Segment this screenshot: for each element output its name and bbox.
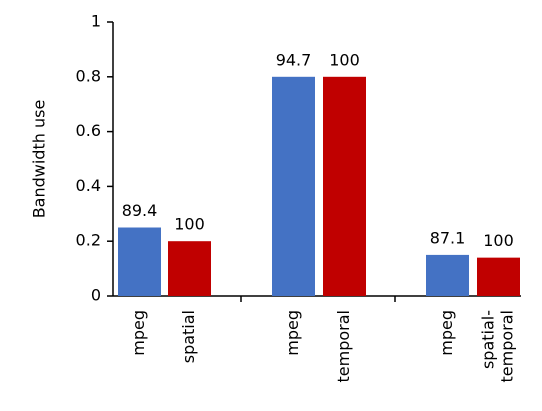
y-tick-label: 1 bbox=[91, 12, 101, 31]
y-tick-label: 0.6 bbox=[76, 121, 101, 140]
bar bbox=[323, 76, 366, 296]
y-tick-label: 0.2 bbox=[76, 231, 101, 250]
x-tick-label: mpeg bbox=[129, 310, 148, 356]
y-tick-label: 0.8 bbox=[76, 66, 101, 85]
bar bbox=[477, 257, 520, 296]
x-tick-label: mpeg bbox=[437, 310, 456, 356]
bar bbox=[272, 76, 315, 296]
x-tick-label: mpeg bbox=[283, 310, 302, 356]
bar-annotation: 94.7 bbox=[276, 50, 312, 69]
x-tick-label: spatial bbox=[179, 310, 198, 363]
bar bbox=[118, 227, 161, 296]
y-tick-label: 0.4 bbox=[76, 176, 101, 195]
x-tick-label: spatial- bbox=[479, 310, 498, 369]
bar bbox=[168, 241, 211, 296]
bar-annotation: 87.1 bbox=[430, 228, 466, 247]
bar bbox=[426, 254, 469, 296]
x-tick-label: temporal bbox=[334, 310, 353, 382]
bar-annotation: 100 bbox=[483, 231, 514, 250]
bar-annotation: 89.4 bbox=[122, 201, 158, 220]
x-tick-label: temporal bbox=[498, 310, 517, 382]
bar-annotation: 100 bbox=[329, 50, 360, 69]
bar-annotation: 100 bbox=[174, 215, 205, 234]
y-axis-label: Bandwidth use bbox=[30, 100, 49, 219]
y-tick-label: 0 bbox=[91, 286, 101, 305]
